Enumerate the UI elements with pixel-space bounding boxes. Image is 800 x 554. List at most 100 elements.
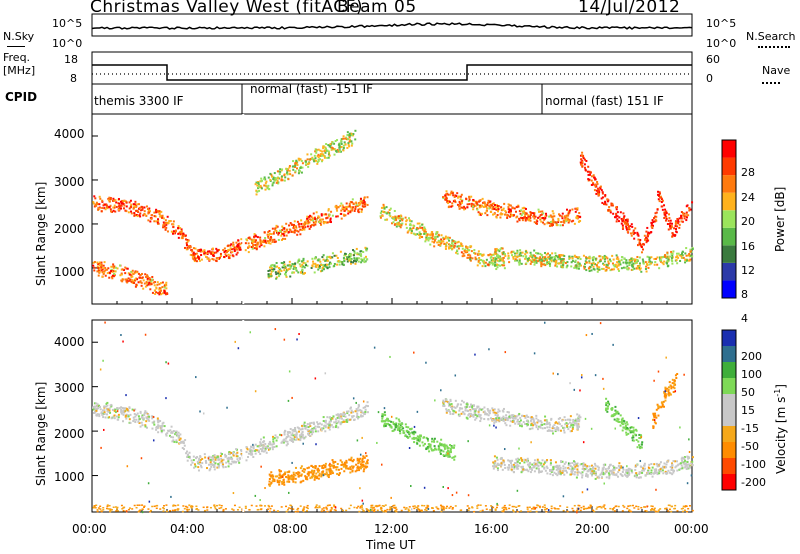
power-point [101, 268, 104, 271]
velocity-point [408, 432, 411, 435]
power-point [629, 225, 632, 228]
velocity-point [527, 416, 530, 419]
velocity-point [141, 424, 144, 427]
power-point [256, 190, 259, 193]
power-point [557, 221, 560, 224]
power-point [676, 217, 679, 220]
power-point [494, 248, 497, 251]
power-point [606, 200, 609, 203]
power-point [330, 210, 333, 213]
velocity-point [544, 423, 547, 426]
power-point [306, 264, 309, 267]
power-point [186, 246, 189, 249]
velocity-point [560, 424, 563, 427]
velocity-point [625, 421, 628, 424]
velocity-point [363, 468, 366, 471]
velocity-point [616, 417, 619, 420]
velocity-point [124, 414, 127, 417]
power-point [674, 223, 677, 226]
velocity-point [394, 426, 397, 429]
power-point [140, 284, 143, 287]
power-point [198, 259, 201, 262]
power-point [162, 226, 165, 229]
velocity-point [109, 404, 112, 407]
velocity-point [554, 430, 557, 433]
power-point [98, 270, 101, 273]
power-point [360, 210, 363, 213]
power-point [258, 189, 261, 192]
power-point [358, 203, 361, 206]
velocity-point [151, 415, 154, 418]
velocity-point [431, 437, 434, 440]
power-point [531, 255, 534, 258]
power-point [630, 257, 633, 260]
power-point [581, 160, 584, 163]
velocity-point [240, 452, 243, 455]
power-point [510, 214, 513, 217]
power-point [549, 220, 552, 223]
velocity-point [396, 428, 399, 431]
power-point [211, 254, 214, 257]
power-point [400, 218, 403, 221]
power-point [501, 264, 504, 267]
velocity-point [318, 474, 321, 477]
power-point [570, 265, 573, 268]
power-point [311, 219, 314, 222]
power-point [129, 278, 132, 281]
velocity-point [443, 444, 446, 447]
power-point [525, 212, 528, 215]
power-point [410, 232, 413, 235]
power-point [146, 284, 149, 287]
velocity-point [294, 466, 297, 469]
velocity-point [473, 408, 476, 411]
velocity-point [109, 411, 112, 414]
power-point [136, 209, 139, 212]
velocity-point [470, 414, 473, 417]
velocity-point [312, 474, 315, 477]
power-point [206, 257, 209, 260]
velocity-point [480, 408, 483, 411]
power-point [577, 220, 580, 223]
velocity-point [493, 419, 496, 422]
velocity-point [320, 474, 323, 477]
power-point [319, 260, 322, 263]
velocity-point [366, 465, 369, 468]
velocity-point [301, 436, 304, 439]
velocity-point [416, 442, 419, 445]
velocity-point [317, 470, 320, 473]
velocity-point [302, 467, 305, 470]
power-point [266, 233, 269, 236]
power-point [349, 262, 352, 265]
power-point [663, 204, 666, 207]
power-point [153, 289, 156, 292]
power-point [119, 207, 122, 210]
power-point [522, 212, 525, 215]
velocity-point [93, 407, 96, 410]
power-point [355, 257, 358, 260]
freq-unit-label: [MHz] [3, 64, 36, 77]
power-point [659, 195, 662, 198]
power-point [130, 212, 133, 215]
power-point [522, 211, 525, 214]
power-point [306, 219, 309, 222]
power-point [633, 237, 636, 240]
power-point [501, 208, 504, 211]
power-point [225, 251, 228, 254]
power-point [676, 225, 679, 228]
power-point [365, 248, 368, 251]
power-point [574, 210, 577, 213]
power-point [311, 157, 314, 160]
power-point [496, 263, 499, 266]
velocity-point [447, 409, 450, 412]
power-point [361, 259, 364, 262]
velocity-point [198, 457, 201, 460]
power-point [327, 208, 330, 211]
power-point [496, 259, 499, 262]
power-point [667, 260, 670, 263]
power-point [314, 262, 317, 265]
power-point [112, 263, 115, 266]
power-point [684, 261, 687, 264]
power-point [222, 249, 225, 252]
power-point [112, 206, 115, 209]
power-point [562, 254, 565, 257]
